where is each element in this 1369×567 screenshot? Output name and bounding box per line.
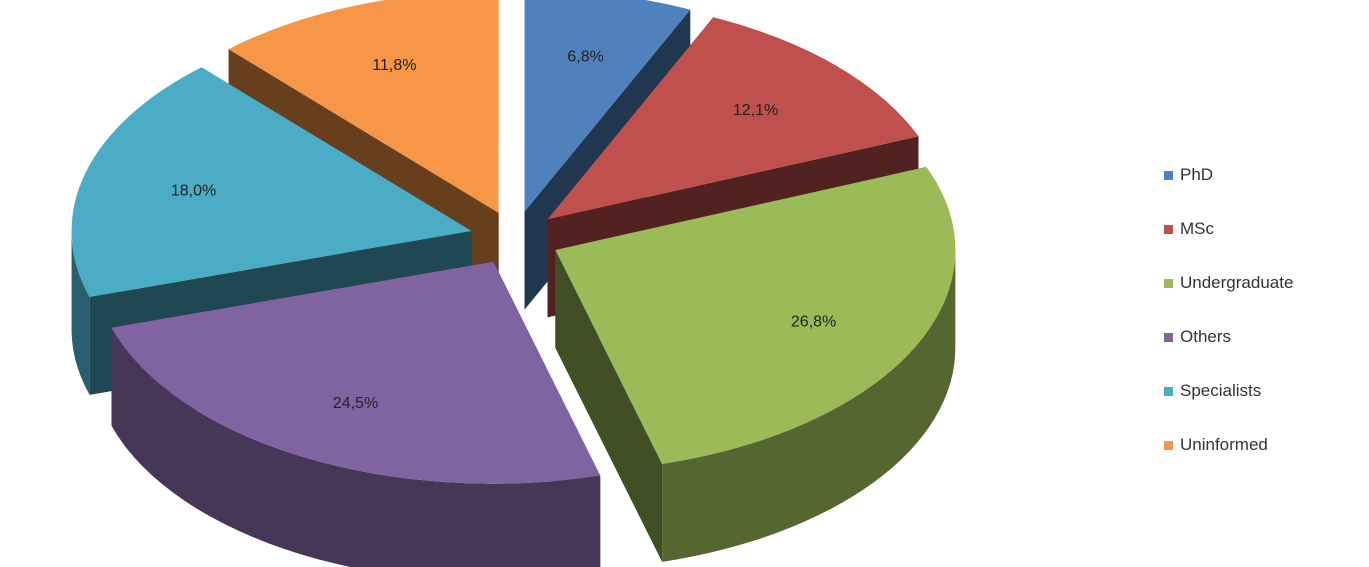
slice-undergraduate-outer-wall — [662, 249, 956, 562]
legend-swatch-msc — [1164, 224, 1173, 234]
pie-value-labels: 6,8% 12,1% 26,8% 24,5% 18,0% 11,8% — [171, 48, 836, 412]
value-label-uninformed: 11,8% — [372, 57, 416, 74]
legend-swatch-uninformed — [1164, 440, 1173, 450]
legend-swatch-others — [1164, 332, 1173, 342]
legend-item-undergraduate: Undergraduate — [1164, 271, 1293, 295]
slice-undergraduate-wall-end — [555, 249, 663, 562]
value-label-msc: 12,1% — [733, 102, 778, 119]
legend-item-msc: MSc — [1164, 217, 1214, 241]
legend-item-phd: PhD — [1164, 163, 1213, 187]
slice-others — [111, 261, 601, 567]
legend-swatch-specialists — [1164, 386, 1173, 396]
legend-label-uninformed: Uninformed — [1180, 435, 1268, 454]
slice-others-outer-wall — [111, 327, 601, 567]
legend-label-msc: MSc — [1180, 219, 1214, 238]
slice-msc-top — [547, 17, 919, 220]
legend-item-specialists: Specialists — [1164, 379, 1261, 403]
legend-swatch-phd — [1164, 170, 1173, 180]
legend-label-others: Others — [1180, 327, 1232, 346]
slice-undergraduate — [555, 166, 956, 562]
legend-label-phd: PhD — [1180, 165, 1214, 184]
legend-label-specialists: Specialists — [1180, 381, 1262, 400]
slice-phd-top — [524, 0, 691, 212]
slice-others-top — [111, 261, 601, 484]
value-label-phd: 6,8% — [567, 48, 603, 65]
legend-swatch-undergraduate — [1164, 278, 1173, 288]
slice-specialists-outer-wall — [71, 230, 90, 395]
slice-uninformed-top — [228, 0, 499, 213]
slice-undergraduate-top — [555, 166, 956, 464]
value-label-specialists: 18,0% — [171, 182, 216, 199]
value-label-others: 24,5% — [333, 395, 378, 412]
pie-slices — [71, 0, 956, 567]
value-label-undergraduate: 26,8% — [791, 314, 836, 331]
slice-specialists-top — [71, 67, 472, 297]
legend-label-undergraduate: Undergraduate — [1180, 273, 1294, 292]
legend-item-uninformed: Uninformed — [1164, 433, 1268, 457]
legend-item-others: Others — [1164, 325, 1231, 349]
